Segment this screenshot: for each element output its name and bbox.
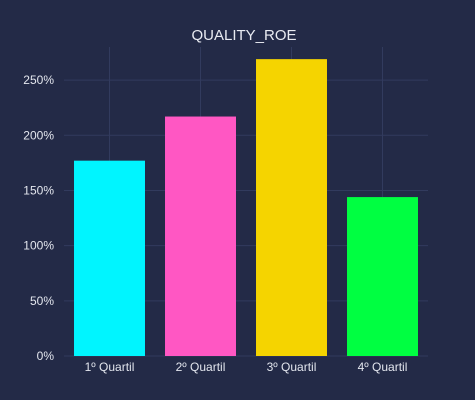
y-tick-label: 50% [30, 294, 54, 308]
bar-2[interactable] [165, 117, 236, 356]
y-tick-label: 100% [23, 239, 54, 253]
x-tick-label: 3º Quartil [267, 360, 317, 374]
x-tick-label: 1º Quartil [85, 360, 135, 374]
bar-3[interactable] [256, 59, 327, 356]
y-tick-label: 0% [37, 349, 55, 363]
y-tick-label: 250% [23, 73, 54, 87]
x-tick-label: 2º Quartil [176, 360, 226, 374]
y-tick-label: 150% [23, 183, 54, 197]
chart-title: QUALITY_ROE [191, 27, 296, 44]
bar-4[interactable] [347, 197, 418, 356]
bar-1[interactable] [74, 161, 145, 356]
y-tick-label: 200% [23, 128, 54, 142]
x-tick-label: 4º Quartil [358, 360, 408, 374]
